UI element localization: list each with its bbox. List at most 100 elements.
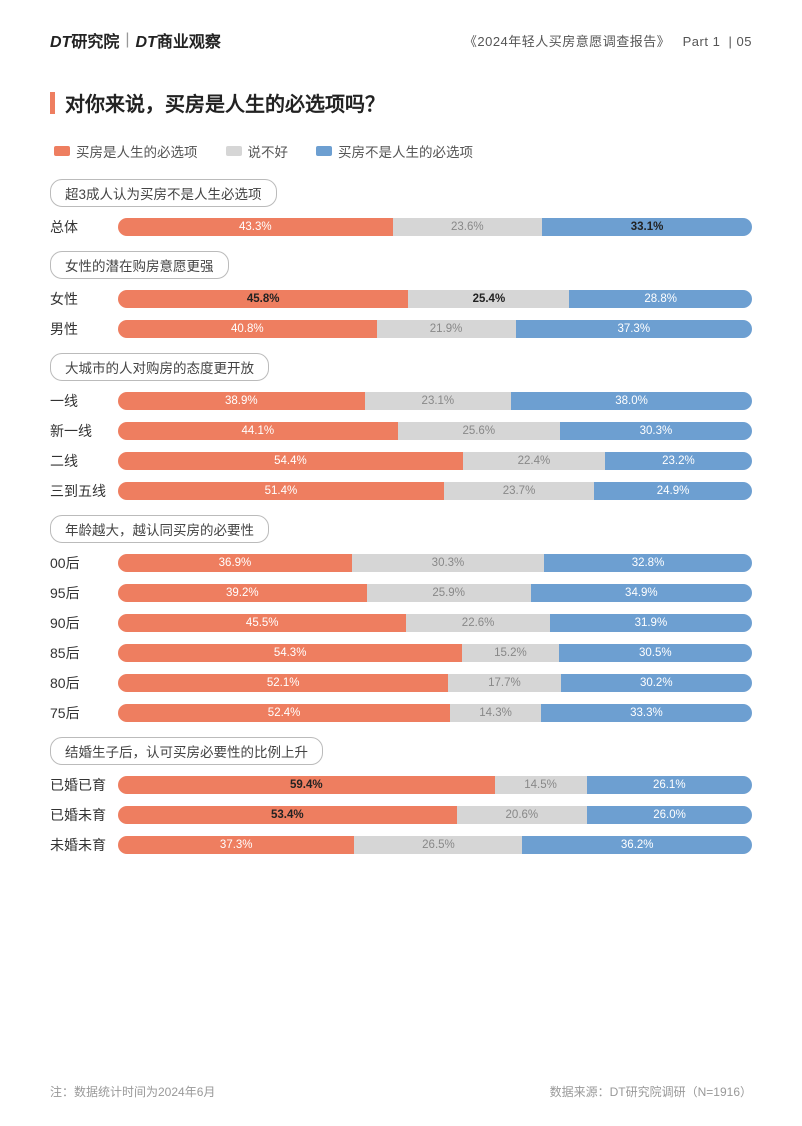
stacked-bar: 52.4%14.3%33.3% [118, 704, 752, 722]
bar-segment: 40.8% [118, 320, 377, 338]
legend-swatch [316, 146, 332, 156]
stacked-bar: 45.5%22.6%31.9% [118, 614, 752, 632]
chart-group: 大城市的人对购房的态度更开放一线38.9%23.1%38.0%新一线44.1%2… [50, 353, 752, 501]
bar-row: 85后54.3%15.2%30.5% [50, 643, 752, 663]
stacked-bar: 37.3%26.5%36.2% [118, 836, 752, 854]
bar-segment: 45.8% [118, 290, 408, 308]
legend: 买房是人生的必选项 说不好 买房不是人生的必选项 [50, 141, 752, 161]
bar-row: 新一线44.1%25.6%30.3% [50, 421, 752, 441]
footer-note-right: 数据来源：DT研究院调研（N=1916） [550, 1083, 752, 1100]
bar-segment: 14.3% [450, 704, 541, 722]
row-label: 75后 [50, 703, 118, 723]
bar-segment: 54.3% [118, 644, 462, 662]
group-header: 大城市的人对购房的态度更开放 [50, 353, 269, 381]
bar-row: 总体43.3%23.6%33.1% [50, 217, 752, 237]
bar-row: 90后45.5%22.6%31.9% [50, 613, 752, 633]
bar-segment: 26.5% [354, 836, 522, 854]
bar-row: 三到五线51.4%23.7%24.9% [50, 481, 752, 501]
stacked-bar: 40.8%21.9%37.3% [118, 320, 752, 338]
chart-group: 结婚生子后，认可买房必要性的比例上升已婚已育59.4%14.5%26.1%已婚未… [50, 737, 752, 855]
bar-segment: 45.5% [118, 614, 406, 632]
group-header: 女性的潜在购房意愿更强 [50, 251, 229, 279]
chart-title: 对你来说，买房是人生的必选项吗？ [65, 88, 385, 117]
row-label: 已婚已育 [50, 775, 118, 795]
bar-row: 00后36.9%30.3%32.8% [50, 553, 752, 573]
bar-row: 一线38.9%23.1%38.0% [50, 391, 752, 411]
legend-item: 买房是人生的必选项 [54, 141, 198, 161]
bar-segment: 52.1% [118, 674, 448, 692]
chart-body: 超3成人认为买房不是人生必选项总体43.3%23.6%33.1% 女性的潜在购房意… [50, 179, 752, 855]
row-label: 新一线 [50, 421, 118, 441]
bar-segment: 32.8% [544, 554, 752, 572]
chart-group: 女性的潜在购房意愿更强女性45.8%25.4%28.8% 男性40.8%21.9%… [50, 251, 752, 339]
row-label: 80后 [50, 673, 118, 693]
row-label: 00后 [50, 553, 118, 573]
bar-segment: 52.4% [118, 704, 450, 722]
bar-row: 80后52.1%17.7%30.2% [50, 673, 752, 693]
chart-group: 年龄越大，越认同买房的必要性00后36.9%30.3%32.8%95后39.2%… [50, 515, 752, 723]
bar-segment: 59.4% [118, 776, 495, 794]
bar-segment: 30.2% [561, 674, 752, 692]
footer: 注：数据统计时间为2024年6月 数据来源：DT研究院调研（N=1916） [50, 1083, 752, 1100]
bar-segment: 15.2% [462, 644, 558, 662]
bar-segment: 20.6% [457, 806, 588, 824]
bar-segment: 37.3% [118, 836, 354, 854]
bar-segment: 14.5% [495, 776, 587, 794]
stacked-bar: 59.4%14.5%26.1% [118, 776, 752, 794]
row-label: 95后 [50, 583, 118, 603]
bar-segment: 26.0% [587, 806, 752, 824]
stacked-bar: 43.3%23.6%33.1% [118, 218, 752, 236]
bar-segment: 26.1% [587, 776, 752, 794]
report-title: 《2024年轻人买房意愿调查报告》 [464, 34, 670, 49]
header-meta: 《2024年轻人买房意愿调查报告》 Part 1 | 05 [464, 31, 752, 50]
title-accent-bar [50, 92, 55, 114]
row-label: 三到五线 [50, 481, 118, 501]
bar-segment: 33.3% [541, 704, 752, 722]
legend-swatch [226, 146, 242, 156]
stacked-bar: 38.9%23.1%38.0% [118, 392, 752, 410]
bar-segment: 22.4% [463, 452, 605, 470]
row-label: 已婚未育 [50, 805, 118, 825]
bar-segment: 36.9% [118, 554, 352, 572]
bar-segment: 23.6% [393, 218, 543, 236]
chart-title-row: 对你来说，买房是人生的必选项吗？ [50, 88, 752, 117]
bar-row: 女性45.8%25.4%28.8% [50, 289, 752, 309]
stacked-bar: 39.2%25.9%34.9% [118, 584, 752, 602]
bar-segment: 43.3% [118, 218, 393, 236]
bar-segment: 25.4% [408, 290, 569, 308]
group-header: 年龄越大，越认同买房的必要性 [50, 515, 269, 543]
logo1: DT研究院 [50, 28, 119, 52]
stacked-bar: 54.4%22.4%23.2% [118, 452, 752, 470]
bar-segment: 39.2% [118, 584, 367, 602]
bar-segment: 44.1% [118, 422, 398, 440]
page-header: DT研究院 | DT商业观察 《2024年轻人买房意愿调查报告》 Part 1 … [50, 28, 752, 52]
bar-segment: 24.9% [594, 482, 752, 500]
logo-separator: | [125, 31, 129, 49]
legend-swatch [54, 146, 70, 156]
row-label: 85后 [50, 643, 118, 663]
bar-segment: 30.5% [559, 644, 752, 662]
legend-label: 买房是人生的必选项 [76, 141, 198, 161]
bar-segment: 23.7% [444, 482, 594, 500]
logo2: DT商业观察 [136, 28, 221, 52]
bar-row: 男性40.8%21.9%37.3% [50, 319, 752, 339]
logo-block: DT研究院 | DT商业观察 [50, 28, 221, 52]
legend-item: 说不好 [226, 141, 289, 161]
bar-segment: 22.6% [406, 614, 549, 632]
bar-row: 二线54.4%22.4%23.2% [50, 451, 752, 471]
bar-segment: 23.2% [605, 452, 752, 470]
bar-row: 95后39.2%25.9%34.9% [50, 583, 752, 603]
bar-row: 已婚未育53.4%20.6%26.0% [50, 805, 752, 825]
bar-segment: 17.7% [448, 674, 560, 692]
row-label: 90后 [50, 613, 118, 633]
legend-label: 买房不是人生的必选项 [338, 141, 473, 161]
bar-row: 已婚已育59.4%14.5%26.1% [50, 775, 752, 795]
group-header: 超3成人认为买房不是人生必选项 [50, 179, 277, 207]
row-label: 二线 [50, 451, 118, 471]
bar-segment: 25.6% [398, 422, 560, 440]
row-label: 未婚未育 [50, 835, 118, 855]
group-header: 结婚生子后，认可买房必要性的比例上升 [50, 737, 323, 765]
stacked-bar: 52.1%17.7%30.2% [118, 674, 752, 692]
stacked-bar: 36.9%30.3%32.8% [118, 554, 752, 572]
bar-segment: 33.1% [542, 218, 752, 236]
